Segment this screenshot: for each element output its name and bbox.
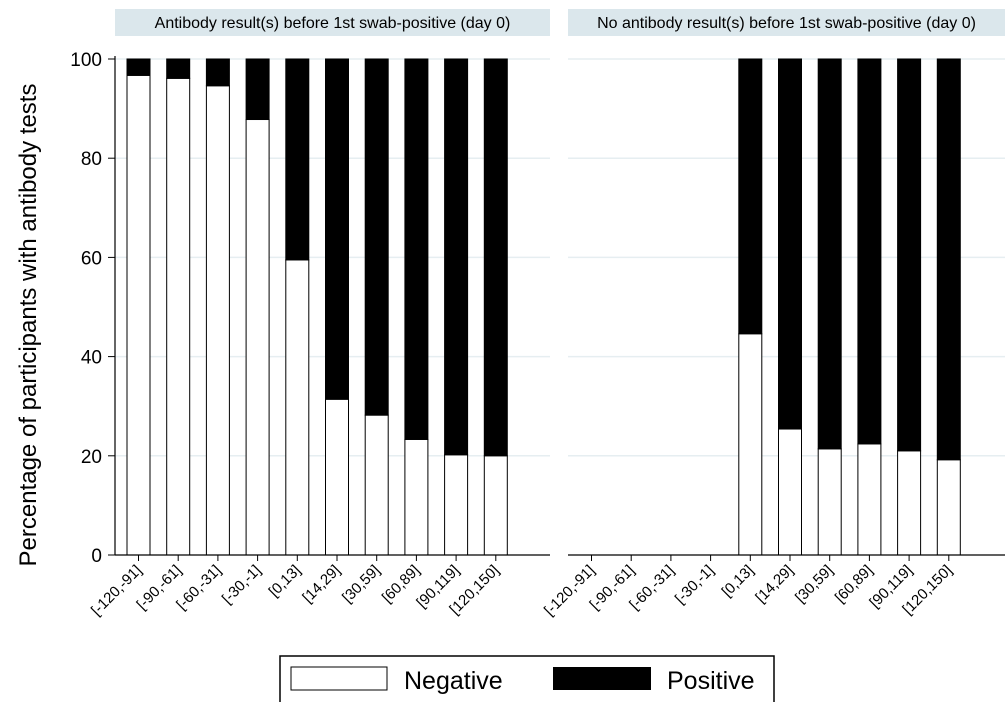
- bar-negative-2-7: [817, 448, 842, 556]
- bar-negative-2-5: [738, 333, 763, 556]
- legend-label-positive: Positive: [667, 667, 755, 695]
- y-tick-label-0: 0: [91, 546, 102, 567]
- bar-negative-2-9: [897, 450, 922, 556]
- bars: [126, 58, 961, 556]
- x-tick-label-2-3: [-60,-31]: [626, 562, 678, 614]
- x-tick-label-1-1: [-120,-91]: [88, 562, 145, 619]
- x-tick-label-1-4: [-30,-1]: [219, 562, 265, 608]
- panel-headers: Antibody result(s) before 1st swab-posit…: [115, 9, 1005, 36]
- y-tick-labels: 0 20 40 60 80 100: [70, 50, 102, 567]
- panel-title-1: Antibody result(s) before 1st swab-posit…: [155, 15, 511, 32]
- y-tick-label-80: 80: [81, 149, 102, 170]
- bar-negative-2-8: [857, 443, 882, 556]
- bar-negative-1-6: [325, 398, 349, 556]
- bar-negative-1-5: [285, 259, 310, 556]
- y-tick-label-40: 40: [81, 348, 102, 369]
- legend-label-negative: Negative: [404, 667, 503, 695]
- bar-negative-1-2: [166, 77, 191, 556]
- bar-positive-1-9: [444, 58, 469, 456]
- x-tick-label-2-1: [-120,-91]: [541, 562, 598, 619]
- bar-positive-1-3: [205, 58, 230, 87]
- x-tick-label-1-7: [30,59]: [339, 562, 383, 606]
- bar-positive-2-7: [817, 58, 842, 450]
- axes: [108, 56, 1005, 561]
- y-tick-label-20: 20: [81, 447, 102, 468]
- y-axis-title: Percentage of participants with antibody…: [15, 84, 42, 567]
- bar-positive-1-4: [245, 58, 270, 121]
- x-tick-label-2-7: [30,59]: [792, 562, 836, 606]
- legend: Negative Positive: [279, 655, 775, 702]
- bar-positive-1-6: [325, 58, 349, 400]
- y-tick-label-60: 60: [81, 248, 102, 269]
- bar-negative-2-6: [778, 428, 802, 556]
- bar-negative-2-10: [936, 459, 961, 556]
- legend-swatch-positive: [553, 667, 651, 690]
- bar-positive-2-9: [897, 58, 922, 452]
- bar-positive-1-1: [126, 58, 151, 76]
- bar-negative-1-8: [404, 438, 429, 556]
- bar-negative-1-10: [483, 455, 508, 556]
- bar-positive-2-5: [738, 58, 763, 335]
- x-tick-label-2-6: [14,29]: [752, 562, 796, 606]
- bar-positive-2-10: [936, 58, 961, 461]
- bar-positive-1-5: [285, 58, 310, 261]
- x-tick-label-1-6: [14,29]: [299, 562, 343, 606]
- bar-negative-1-3: [205, 85, 230, 556]
- bar-negative-1-4: [245, 119, 270, 556]
- bar-positive-1-2: [166, 58, 191, 79]
- panel-header-1: [115, 9, 550, 36]
- y-tick-label-100: 100: [70, 50, 102, 71]
- panel-header-2: [568, 9, 1005, 36]
- bar-positive-2-6: [778, 58, 802, 430]
- x-tick-label-2-4: [-30,-1]: [672, 562, 718, 608]
- bar-positive-1-10: [483, 58, 508, 457]
- bar-negative-1-1: [126, 74, 151, 556]
- bar-positive-1-8: [404, 58, 429, 440]
- x-tick-labels: [-120,-91][-90,-61][-60,-31][-30,-1] [0,1…: [88, 562, 956, 619]
- x-tick-label-1-3: [-60,-31]: [173, 562, 225, 614]
- panel-title-2: No antibody result(s) before 1st swab-po…: [597, 15, 976, 32]
- legend-swatch-negative: [290, 666, 388, 691]
- bar-positive-1-7: [364, 58, 389, 416]
- bar-negative-1-7: [364, 414, 389, 556]
- bar-positive-2-8: [857, 58, 882, 445]
- bar-negative-1-9: [444, 454, 469, 556]
